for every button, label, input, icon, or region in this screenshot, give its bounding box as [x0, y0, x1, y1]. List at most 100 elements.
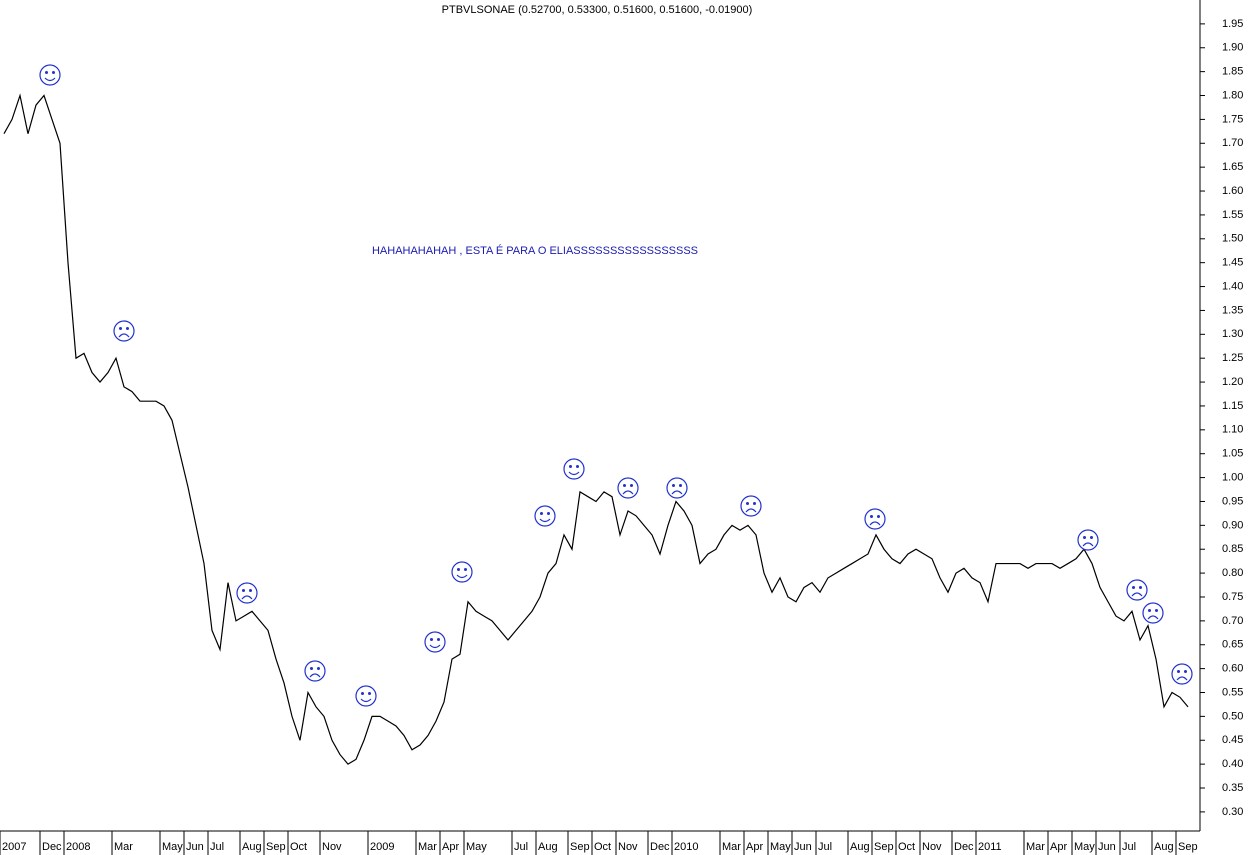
x-tick-label: May [1074, 841, 1095, 853]
smiley-eye [540, 512, 543, 515]
x-tick-label: Sep [266, 841, 286, 853]
smiley-mouth [309, 673, 321, 678]
x-tick-label: Jul [818, 841, 832, 853]
smiley-eye [310, 667, 313, 670]
smiley [563, 458, 585, 480]
smiley-eye [569, 465, 572, 468]
x-tick-label: Jun [186, 841, 204, 853]
smiley-eye [1132, 586, 1135, 589]
smiley-eye [368, 692, 371, 695]
smiley [236, 582, 258, 604]
smiley-eye [1139, 586, 1142, 589]
x-tick-label: Mar [114, 841, 133, 853]
x-tick-label: 2007 [2, 841, 26, 853]
smiley-eye [576, 465, 579, 468]
smiley [534, 505, 556, 527]
y-tick-label: 0.30 [1222, 806, 1243, 818]
x-tick-label: Mar [722, 841, 741, 853]
x-tick-label: Dec [42, 841, 62, 853]
smiley-mouth [241, 595, 253, 600]
y-tick-label: 1.40 [1222, 280, 1243, 292]
smiley-mouth [869, 521, 881, 526]
price-line [3, 93, 1189, 765]
y-tick-label: 1.30 [1222, 328, 1243, 340]
smiley-mouth [622, 490, 634, 495]
smiley-eye [249, 589, 252, 592]
chart-title: PTBVLSONAE (0.52700, 0.53300, 0.51600, 0… [442, 4, 753, 16]
smiley-mouth [118, 333, 130, 338]
y-tick-label: 1.00 [1222, 471, 1243, 483]
smiley-mouth [1082, 542, 1094, 547]
smiley-eye [464, 568, 467, 571]
x-tick-label: Oct [594, 841, 611, 853]
smiley-eye [753, 502, 756, 505]
smiley-mouth [1176, 676, 1188, 681]
smiley [1171, 663, 1193, 685]
y-tick-label: 1.75 [1222, 113, 1243, 125]
smiley-eye [1155, 609, 1158, 612]
y-tick-label: 0.40 [1222, 758, 1243, 770]
x-tick-label: May [162, 841, 183, 853]
y-tick-label: 0.95 [1222, 495, 1243, 507]
y-tick-label: 1.70 [1222, 137, 1243, 149]
smiley-eye [870, 515, 873, 518]
smiley [740, 495, 762, 517]
smiley-eye [457, 568, 460, 571]
smiley-mouth [429, 644, 441, 649]
x-tick-label: Sep [874, 841, 894, 853]
smiley-eye [1090, 536, 1093, 539]
x-tick-label: Dec [650, 841, 670, 853]
x-tick-label: Aug [242, 841, 262, 853]
smiley-mouth [671, 490, 683, 495]
smiley-eye [746, 502, 749, 505]
smiley-eye [1148, 609, 1151, 612]
smiley-eye [679, 484, 682, 487]
x-tick-label: 2011 [978, 841, 1002, 853]
y-tick-label: 0.35 [1222, 782, 1243, 794]
x-tick-label: Mar [418, 841, 437, 853]
x-tick-label: Jul [514, 841, 528, 853]
annotation: HAHAHAHAHAH , ESTA É PARA O ELIASSSSSSSS… [372, 244, 698, 257]
smiley-eye [119, 327, 122, 330]
y-tick-label: 0.65 [1222, 639, 1243, 651]
x-tick-label: Mar [1026, 841, 1045, 853]
y-tick-label: 0.55 [1222, 686, 1243, 698]
smiley [1142, 602, 1164, 624]
x-tick-label: Sep [570, 841, 590, 853]
y-tick-label: 0.85 [1222, 543, 1243, 555]
y-tick-label: 1.80 [1222, 89, 1243, 101]
y-tick-label: 1.90 [1222, 42, 1243, 54]
x-tick-label: Aug [850, 841, 870, 853]
x-tick-label: Jun [794, 841, 812, 853]
x-tick-label: Oct [898, 841, 915, 853]
smiley-eye [1177, 670, 1180, 673]
smiley-eye [430, 638, 433, 641]
smiley-mouth [539, 518, 551, 523]
x-tick-label: Nov [618, 841, 638, 853]
smiley-eye [877, 515, 880, 518]
x-tick-label: Nov [922, 841, 942, 853]
y-tick-label: 1.15 [1222, 400, 1243, 412]
smiley [1126, 579, 1148, 601]
smiley [39, 64, 61, 86]
smiley-eye [126, 327, 129, 330]
y-tick-label: 1.95 [1222, 18, 1243, 30]
x-tick-label: Jul [1122, 841, 1136, 853]
smiley-mouth [568, 471, 580, 476]
smiley [113, 320, 135, 342]
y-tick-label: 1.10 [1222, 424, 1243, 436]
smiley-eye [630, 484, 633, 487]
y-tick-label: 1.50 [1222, 233, 1243, 245]
smiley-mouth [360, 698, 372, 703]
smiley-mouth [1131, 592, 1143, 597]
smiley-eye [361, 692, 364, 695]
y-tick-label: 0.50 [1222, 710, 1243, 722]
y-tick-label: 1.20 [1222, 376, 1243, 388]
smiley-eye [623, 484, 626, 487]
x-tick-label: May [770, 841, 791, 853]
smiley [424, 631, 446, 653]
x-tick-label: May [466, 841, 487, 853]
x-tick-label: 2009 [370, 841, 394, 853]
smiley [1077, 529, 1099, 551]
